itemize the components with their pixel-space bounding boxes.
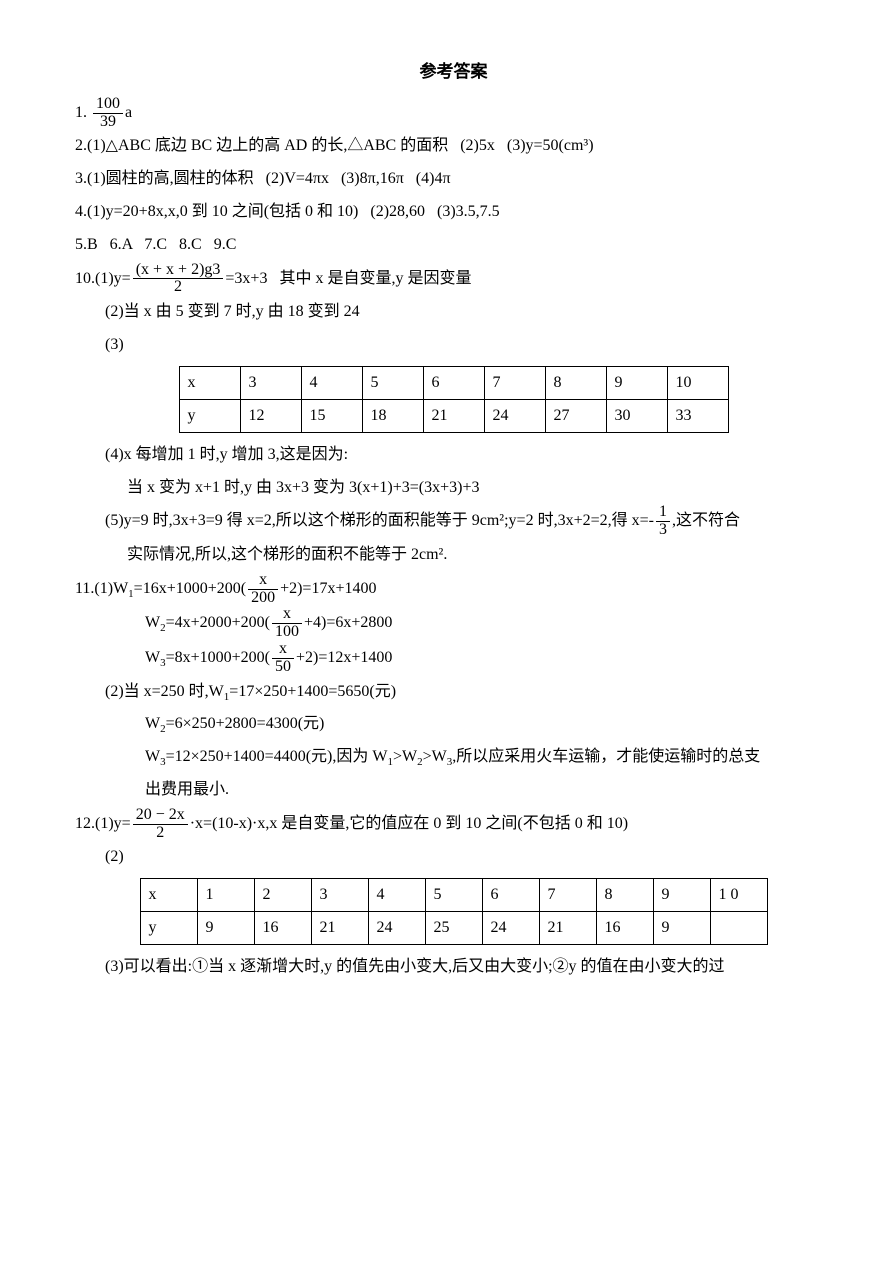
table-cell: 21 — [539, 912, 596, 945]
answer-1: 1. 10039a — [75, 96, 832, 131]
table-cell: 5 — [362, 366, 423, 399]
table-cell: 9 — [606, 366, 667, 399]
table-cell: 3 — [240, 366, 301, 399]
table-cell: 8 — [545, 366, 606, 399]
table-cell: 4 — [301, 366, 362, 399]
table-cell: x — [179, 366, 240, 399]
table-10: x345678910 y1215182124273033 — [179, 366, 729, 433]
frac-q11-1a: x200 — [248, 572, 278, 607]
answer-11-1b: W2=4x+2000+200(x100+4)=6x+2800 — [75, 606, 832, 641]
table-cell: 30 — [606, 399, 667, 432]
answer-3: 3.(1)圆柱的高,圆柱的体积 (2)V=4πx (3)8π,16π (4)4π — [75, 163, 832, 196]
table-cell: 24 — [484, 399, 545, 432]
table-cell — [710, 912, 767, 945]
answer-11-2c: W3=12×250+1400=4400(元),因为 W1>W2>W3,所以应采用… — [75, 741, 832, 774]
table-cell: y — [179, 399, 240, 432]
answers-5-9: 5.B 6.A 7.C 8.C 9.C — [75, 229, 832, 262]
table-cell: 7 — [484, 366, 545, 399]
answer-10-3: (3) — [75, 329, 832, 362]
table-cell: 9 — [197, 912, 254, 945]
page-title: 参考答案 — [75, 55, 832, 90]
frac-100-39: 10039 — [93, 96, 123, 131]
table-cell: 3 — [311, 879, 368, 912]
table-cell: 10 — [667, 366, 728, 399]
answer-4: 4.(1)y=20+8x,x,0 到 10 之间(包括 0 和 10) (2)2… — [75, 196, 832, 229]
answer-12-1: 12.(1)y=20 − 2x2·x=(10-x)·x,x 是自变量,它的值应在… — [75, 807, 832, 842]
table-cell: 6 — [423, 366, 484, 399]
table-cell: 15 — [301, 399, 362, 432]
answer-2: 2.(1)△ABC 底边 BC 边上的高 AD 的长,△ABC 的面积 (2)5… — [75, 130, 832, 163]
frac-q12-1: 20 − 2x2 — [133, 807, 188, 842]
frac-q11-1b: x100 — [272, 606, 302, 641]
table-cell: 2 — [254, 879, 311, 912]
document-page: 参考答案 1. 10039a 2.(1)△ABC 底边 BC 边上的高 AD 的… — [0, 0, 892, 1262]
table-cell: 1 — [197, 879, 254, 912]
answer-10-4b: 当 x 变为 x+1 时,y 由 3x+3 变为 3(x+1)+3=(3x+3)… — [75, 472, 832, 505]
table-10-wrap: x345678910 y1215182124273033 — [75, 366, 832, 433]
table-cell: 21 — [311, 912, 368, 945]
frac-q10-1: (x + x + 2)g32 — [133, 262, 224, 297]
frac-q11-1c: x50 — [272, 641, 294, 676]
table-12: x1234567891 0y9162124252421169 — [140, 878, 768, 945]
table-cell: 16 — [596, 912, 653, 945]
answer-12-2: (2) — [75, 841, 832, 874]
answer-10-4a: (4)x 每增加 1 时,y 增加 3,这是因为: — [75, 439, 832, 472]
answer-10-5b: 实际情况,所以,这个梯形的面积不能等于 2cm². — [75, 539, 832, 572]
table-cell: 1 0 — [710, 879, 767, 912]
table-cell: 6 — [482, 879, 539, 912]
table-cell: 9 — [653, 879, 710, 912]
frac-q10-5: 13 — [656, 504, 670, 539]
table-12-wrap: x1234567891 0y9162124252421169 — [75, 878, 832, 945]
table-cell: 9 — [653, 912, 710, 945]
table-cell: 18 — [362, 399, 423, 432]
answer-10-5a: (5)y=9 时,3x+3=9 得 x=2,所以这个梯形的面积能等于 9cm²;… — [75, 504, 832, 539]
answer-10-1: 10.(1)y=(x + x + 2)g32=3x+3 其中 x 是自变量,y … — [75, 262, 832, 297]
table-cell: 7 — [539, 879, 596, 912]
answer-10-2: (2)当 x 由 5 变到 7 时,y 由 18 变到 24 — [75, 296, 832, 329]
table-cell: 16 — [254, 912, 311, 945]
answer-11-1c: W3=8x+1000+200(x50+2)=12x+1400 — [75, 641, 832, 676]
answer-11-2b: W2=6×250+2800=4300(元) — [75, 708, 832, 741]
answer-11-2d: 出费用最小. — [75, 774, 832, 807]
table-cell: 24 — [368, 912, 425, 945]
table-cell: 12 — [240, 399, 301, 432]
table-cell: 8 — [596, 879, 653, 912]
table-cell: 25 — [425, 912, 482, 945]
answer-11-1a: 11.(1)W1=16x+1000+200(x200+2)=17x+1400 — [75, 572, 832, 607]
table-cell: 27 — [545, 399, 606, 432]
table-cell: y — [140, 912, 197, 945]
table-cell: 24 — [482, 912, 539, 945]
table-cell: 33 — [667, 399, 728, 432]
table-cell: x — [140, 879, 197, 912]
answer-12-3: (3)可以看出:①当 x 逐渐增大时,y 的值先由小变大,后又由大变小;②y 的… — [75, 951, 832, 984]
table-cell: 21 — [423, 399, 484, 432]
table-cell: 4 — [368, 879, 425, 912]
answer-11-2a: (2)当 x=250 时,W1=17×250+1400=5650(元) — [75, 676, 832, 709]
table-cell: 5 — [425, 879, 482, 912]
